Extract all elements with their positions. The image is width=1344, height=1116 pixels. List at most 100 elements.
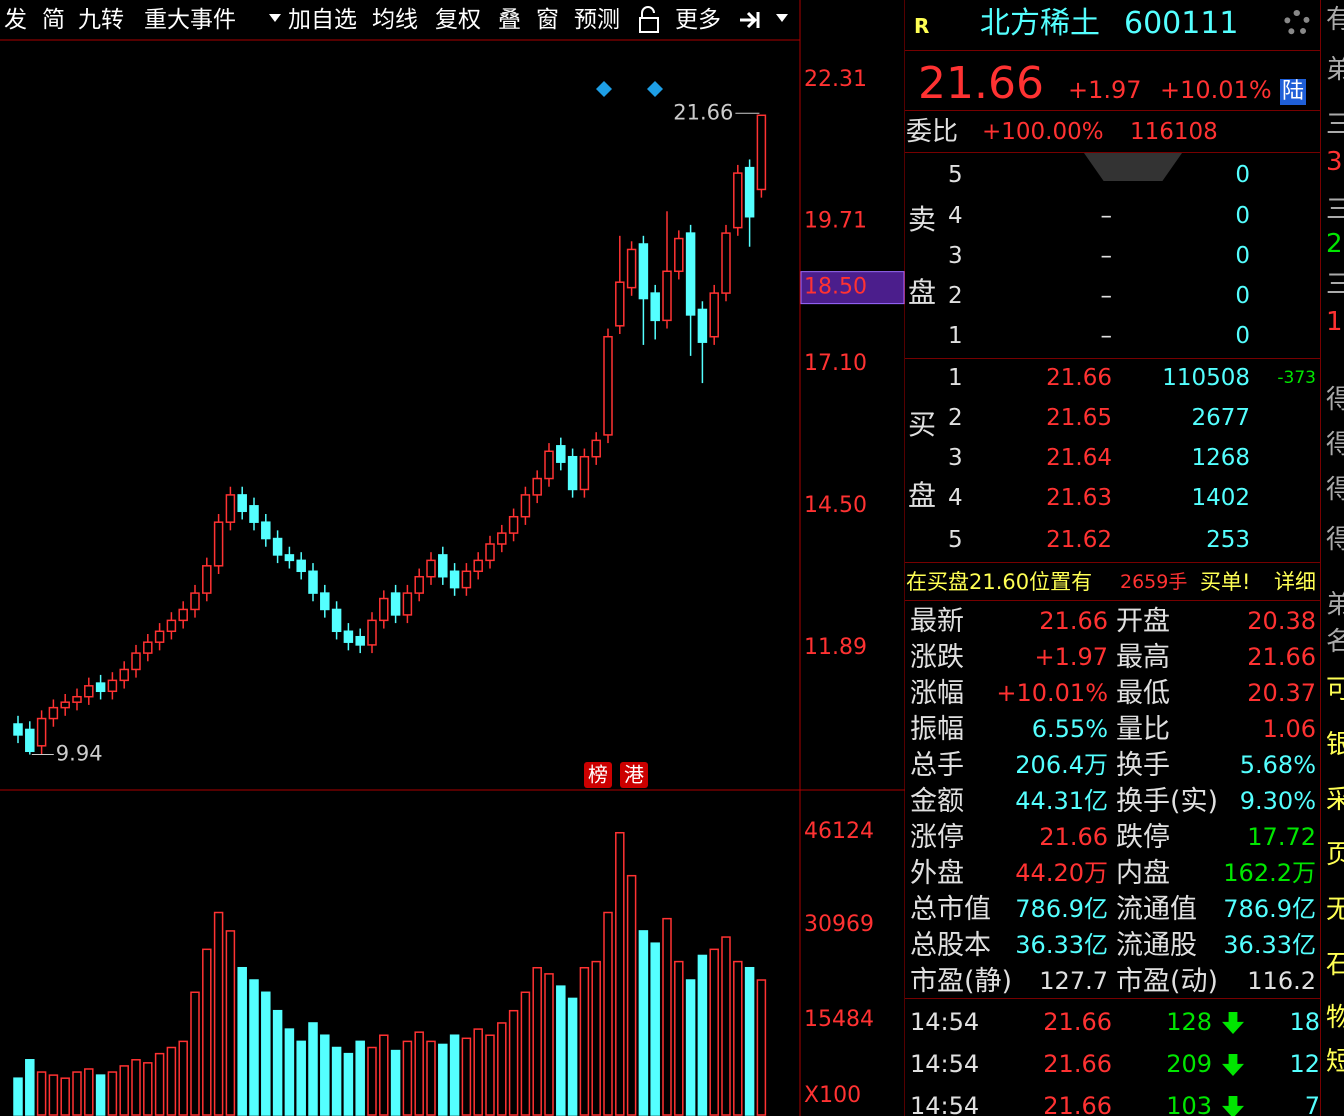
tick-price: 21.66	[1043, 1050, 1112, 1078]
stat-label: 总手	[910, 749, 964, 781]
volume-bar	[556, 985, 566, 1116]
volume-bar	[178, 1040, 188, 1116]
bid-price: 21.65	[1046, 404, 1112, 431]
stat-value: 127.7	[1039, 967, 1108, 995]
flag: R	[914, 14, 930, 38]
down-arrow	[1222, 1012, 1244, 1034]
volume-bar	[48, 1074, 59, 1116]
divider	[905, 50, 1320, 51]
volume-bar	[756, 979, 767, 1116]
weibi-diff: 116108	[1130, 118, 1218, 145]
candle-body	[626, 248, 637, 289]
candle-body	[674, 237, 684, 273]
lock-icon[interactable]	[639, 6, 659, 33]
volume-bar	[84, 1068, 94, 1116]
stat-label: 流通股	[1116, 929, 1197, 961]
candle-body	[272, 537, 283, 556]
bid-price: 21.63	[1046, 484, 1112, 511]
stat-value: 162.2万	[1223, 859, 1316, 887]
stat-label: 最低	[1116, 677, 1170, 709]
weibi-ratio: +100.00%	[982, 118, 1104, 145]
y-tick-label: 17.10	[804, 351, 867, 376]
settings-icon[interactable]	[1284, 10, 1310, 36]
volume-bar	[709, 948, 719, 1116]
volume-bar	[13, 1077, 23, 1116]
candle-body	[72, 695, 82, 703]
level-index: 5	[948, 161, 963, 188]
candle-body	[449, 570, 460, 589]
volume-bar	[615, 831, 625, 1116]
bid-volume: 1402	[1191, 484, 1250, 511]
volume-bar	[355, 1040, 365, 1116]
volume-bar	[497, 1022, 507, 1116]
candle-body	[261, 521, 271, 540]
volume-bar	[249, 979, 259, 1116]
stat-value: 116.2	[1247, 967, 1316, 995]
candle-body	[60, 701, 70, 709]
candle-body	[143, 641, 153, 654]
level-index: 2	[948, 404, 963, 431]
volume-bar	[237, 966, 247, 1116]
collapse-button[interactable]	[1084, 153, 1182, 181]
y-tick-label: 19.71	[804, 209, 867, 234]
volume-bar	[320, 1034, 330, 1116]
stat-value: 44.20万	[1015, 859, 1108, 887]
stat-label: 外盘	[910, 857, 964, 889]
volume-bar	[202, 948, 212, 1116]
volume-bar	[520, 991, 531, 1116]
y-tick-label: 22.31	[804, 67, 867, 92]
tick-time: 14:54	[910, 1050, 980, 1078]
stat-value: +10.01%	[996, 679, 1108, 707]
volume-bar	[213, 911, 224, 1116]
stat-value: 17.72	[1247, 823, 1316, 851]
ask-volume: 0	[1235, 282, 1250, 309]
stat-label: 总市值	[910, 893, 991, 925]
stat-label: 开盘	[1116, 605, 1170, 637]
tick-count: 12	[1289, 1050, 1320, 1078]
badge: 榜	[588, 763, 608, 787]
divider	[905, 562, 1320, 563]
bid-volume: 110508	[1162, 364, 1250, 391]
stat-label: 市盈(静)	[910, 965, 1013, 997]
cursor-label: 18.50	[804, 275, 867, 300]
event-marker	[596, 81, 663, 97]
volume-bar	[107, 1071, 118, 1116]
candle-body	[520, 494, 531, 518]
stock-name: 北方稀土	[980, 6, 1100, 41]
volume-bar	[721, 936, 731, 1116]
notice-link[interactable]: 详细	[1274, 569, 1316, 594]
candle-body	[615, 281, 625, 327]
candle-body	[84, 685, 94, 698]
pin-icon[interactable]	[740, 11, 760, 29]
toolbar-button: 窗	[536, 6, 559, 33]
candle-body	[25, 728, 35, 753]
volume-bar	[143, 1062, 153, 1116]
volume-bar	[567, 997, 578, 1116]
volume-bar	[60, 1077, 70, 1116]
volume-bar	[674, 960, 684, 1116]
volume-bar	[650, 942, 660, 1116]
candle-body	[402, 592, 413, 616]
sidebar-item: 物	[1326, 1003, 1344, 1033]
toolbar-button: 均线	[372, 6, 418, 33]
volume-bar	[626, 874, 637, 1116]
divider	[905, 998, 1320, 999]
volume-bar	[461, 1037, 472, 1116]
volume-bar	[261, 991, 271, 1116]
candle-body	[733, 172, 743, 229]
volume-bar	[591, 960, 601, 1116]
max-label: 21.66	[673, 100, 733, 124]
divider	[1320, 0, 1321, 1116]
notice-text: 在买盘21.60位置有	[906, 569, 1093, 594]
candle-body	[225, 494, 236, 523]
sell-label: 卖	[908, 203, 937, 236]
candle-body	[567, 455, 578, 491]
volume-bar	[744, 966, 755, 1116]
tick-volume: 209	[1166, 1050, 1212, 1078]
sidebar-item: 得	[1326, 430, 1344, 460]
tick-time: 14:54	[910, 1092, 980, 1116]
bid-price: 21.66	[1046, 364, 1112, 391]
volume-bar	[367, 1046, 377, 1116]
volume-bar	[697, 954, 708, 1116]
volume-bar	[25, 1059, 35, 1116]
